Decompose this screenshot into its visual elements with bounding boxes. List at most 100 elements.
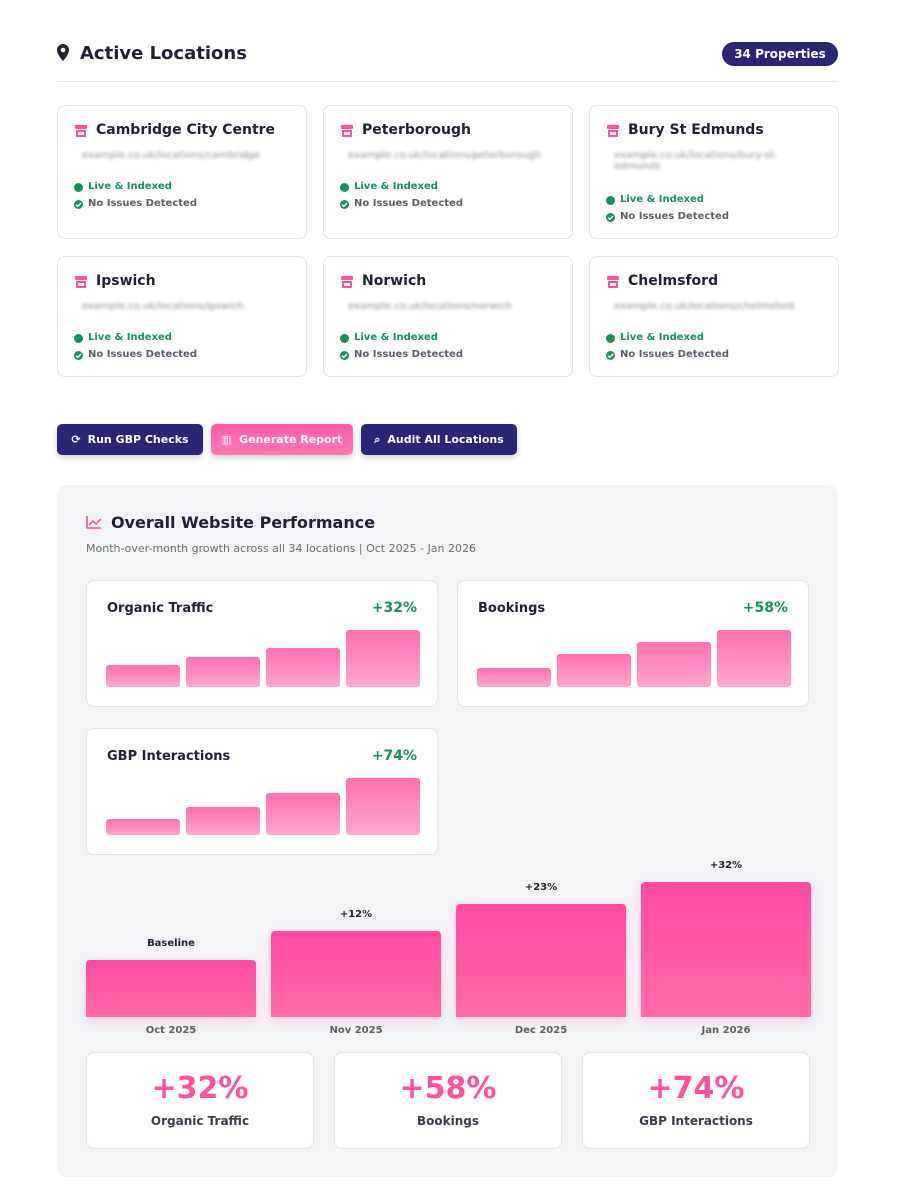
bar-label: +12% xyxy=(339,908,373,920)
check-icon xyxy=(74,351,83,360)
status-text: Live & Indexed xyxy=(354,181,438,192)
status-text: Live & Indexed xyxy=(88,332,172,343)
action-button[interactable]: ⟳ Run GBP Checks xyxy=(57,424,203,455)
location-card: Norwich example.co.uk/locations/norwich Li… xyxy=(323,256,573,377)
mini-bar xyxy=(106,665,180,687)
x-label: Nov 2025 xyxy=(329,1025,383,1036)
store-icon xyxy=(606,123,620,137)
summary-value: +58% xyxy=(399,1071,497,1106)
action-button[interactable]: ▥ Generate Report xyxy=(211,424,353,455)
metric-name: GBP Interactions xyxy=(107,749,231,764)
bar-label: +32% xyxy=(709,860,743,871)
summary-label: Organic Traffic xyxy=(150,1114,250,1128)
mini-bar xyxy=(266,793,340,835)
mini-bar xyxy=(346,630,420,687)
check-icon xyxy=(606,213,615,222)
summary-card: +32% Organic Traffic xyxy=(86,1052,314,1149)
mini-bar xyxy=(717,630,791,687)
button-label: Generate Report xyxy=(239,433,343,446)
growth-bar xyxy=(456,903,626,1017)
location-url: example.co.uk/locations/bury-st-edmunds xyxy=(614,150,778,172)
store-icon xyxy=(606,274,620,288)
metric-name: Bookings xyxy=(478,601,546,616)
button-label: Audit All Locations xyxy=(387,433,504,446)
location-card: Peterborough example.co.uk/locations/pete… xyxy=(323,105,573,239)
button-icon: ▥ xyxy=(221,433,233,446)
status-text: Live & Indexed xyxy=(354,332,438,343)
x-label: Dec 2025 xyxy=(514,1025,568,1036)
summary-value: +32% xyxy=(151,1071,249,1106)
metric-card: GBP Interactions +74% xyxy=(86,728,438,855)
issues-text: No Issues Detected xyxy=(354,198,463,209)
status-text: Live & Indexed xyxy=(88,181,172,192)
issues-text: No Issues Detected xyxy=(354,349,463,360)
store-icon xyxy=(340,274,354,288)
button-icon: ⟳ xyxy=(71,433,81,446)
x-label: Jan 2026 xyxy=(701,1025,751,1036)
location-name: Cambridge City Centre xyxy=(96,122,276,138)
mini-bar xyxy=(106,819,180,835)
location-name: Peterborough xyxy=(362,122,471,138)
location-url: example.co.uk/locations/peterborough xyxy=(348,150,541,161)
mini-bar xyxy=(346,778,420,835)
bar-label: +23% xyxy=(524,881,558,893)
mini-bar xyxy=(637,642,711,687)
location-url: example.co.uk/locations/norwich xyxy=(348,301,512,312)
issues-text: No Issues Detected xyxy=(620,349,729,360)
section-title: Active Locations xyxy=(80,43,247,64)
metric-name: Organic Traffic xyxy=(107,601,214,616)
status-dot xyxy=(606,196,615,205)
location-name: Chelmsford xyxy=(628,273,719,289)
location-card: Chelmsford example.co.uk/locations/chelms… xyxy=(589,256,839,377)
growth-bar xyxy=(271,930,441,1017)
issues-text: No Issues Detected xyxy=(88,349,197,360)
mini-bar xyxy=(186,807,260,835)
location-card: Bury St Edmunds example.co.uk/locations/b… xyxy=(589,105,839,239)
summary-label: GBP Interactions xyxy=(639,1114,753,1128)
metric-card: Bookings +58% xyxy=(457,580,809,707)
growth-bar xyxy=(86,960,256,1017)
status-dot xyxy=(340,334,349,343)
mini-bar xyxy=(266,648,340,687)
status-dot xyxy=(340,183,349,192)
store-icon xyxy=(74,123,88,137)
summary-card: +58% Bookings xyxy=(334,1052,562,1149)
status-text: Live & Indexed xyxy=(620,332,704,343)
summary-value: +74% xyxy=(647,1071,745,1106)
store-icon xyxy=(340,123,354,137)
mini-bar xyxy=(557,654,631,687)
status-dot xyxy=(606,334,615,343)
x-label: Oct 2025 xyxy=(145,1025,197,1036)
action-button[interactable]: ⌕ Audit All Locations xyxy=(361,424,517,455)
location-name: Bury St Edmunds xyxy=(628,122,764,138)
button-icon: ⌕ xyxy=(374,432,381,446)
check-icon xyxy=(340,351,349,360)
check-icon xyxy=(340,200,349,209)
status-dot xyxy=(74,334,83,343)
check-icon xyxy=(606,351,615,360)
location-url: example.co.uk/locations/ipswich xyxy=(82,301,244,312)
metric-change: +32% xyxy=(371,600,417,616)
metric-change: +74% xyxy=(371,748,417,764)
store-icon xyxy=(74,274,88,288)
location-card: Ipswich example.co.uk/locations/ipswich Li… xyxy=(57,256,307,377)
summary-label: Bookings xyxy=(416,1114,479,1128)
location-card: Cambridge City Centre example.co.uk/locat… xyxy=(57,105,307,239)
status-dot xyxy=(74,183,83,192)
issues-text: No Issues Detected xyxy=(620,211,729,222)
location-name: Ipswich xyxy=(96,273,156,289)
issues-text: No Issues Detected xyxy=(88,198,197,209)
location-url: example.co.uk/locations/chelmsford xyxy=(614,301,795,312)
count-badge: 34 Properties xyxy=(722,42,838,66)
pin-icon xyxy=(57,44,69,61)
panel-subtitle: Month-over-month growth across all 34 lo… xyxy=(86,542,477,555)
chart-icon xyxy=(86,516,102,529)
metric-change: +58% xyxy=(742,600,788,616)
status-text: Live & Indexed xyxy=(620,194,704,205)
mini-bar xyxy=(477,668,551,687)
divider xyxy=(57,81,838,82)
mini-bar xyxy=(186,657,260,687)
check-icon xyxy=(74,200,83,209)
bar-label: Baseline xyxy=(147,938,195,949)
